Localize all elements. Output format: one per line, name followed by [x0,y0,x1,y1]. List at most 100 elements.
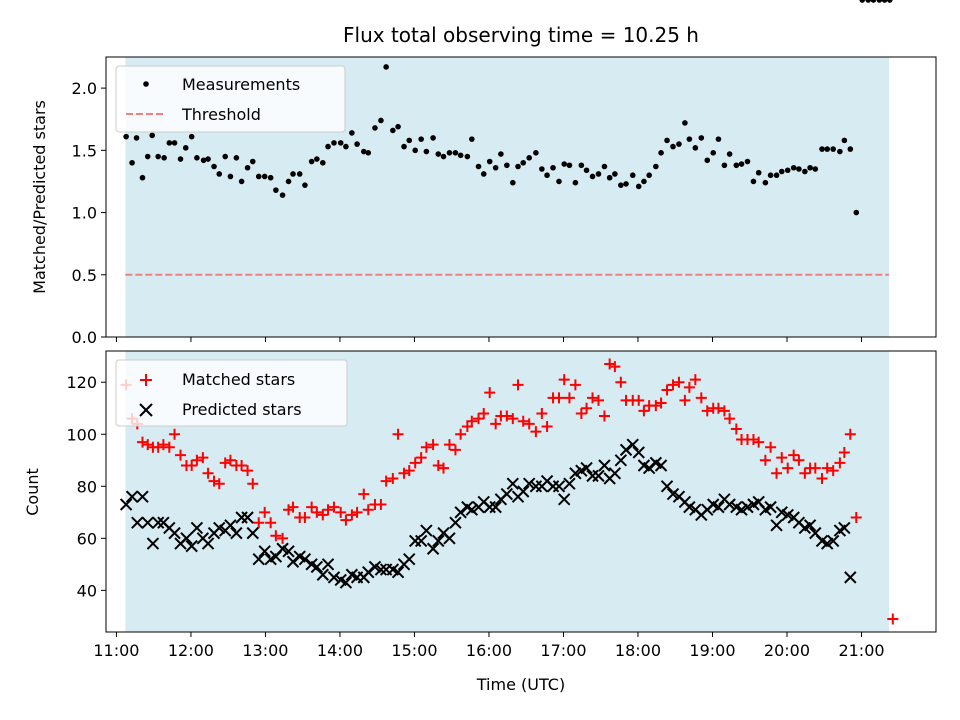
matched-star-point [317,509,329,521]
measurement-point [378,117,384,124]
measurement-point [750,178,757,185]
counts-x-ticks: 11:00 12:00 13:00 14:00 15:00 16:00 17:00 18:00… [93,632,885,660]
predicted-star-point [252,552,265,566]
measurement-point [149,132,155,139]
matched-star-point [598,410,610,422]
measurement-point [182,145,189,151]
measurement-point [802,168,808,175]
predicted-star-point [125,490,139,503]
measurement-point [606,174,613,181]
measurement-point [641,178,647,185]
measurement-point [308,158,315,165]
measurement-point [612,171,618,177]
matched-star-point [438,462,450,474]
legend-predicted-marker [139,403,153,417]
matched-star-point [553,392,565,404]
predicted-star-point [506,477,520,490]
matched-star-point [679,394,691,406]
matched-star-point [615,376,627,388]
measurement-point [211,163,217,170]
matched-star-point [213,478,225,490]
y-tick-label: 1.5 [72,141,97,160]
matched-star-point [358,488,370,500]
measurement-point [139,174,146,181]
matched-star-point [197,452,209,464]
matched-star-point [793,454,805,466]
predicted-star-point [770,519,783,532]
measurement-point [566,162,573,169]
counts-panel: 40 60 80 100 120 11:00 12:00 13:00 14:00 15:00 16… [23,351,937,694]
matched-star-point [507,413,519,425]
matched-star-point [157,439,169,451]
predicted-star-point [826,534,840,548]
predicted-star-point [374,563,388,576]
matched-star-point [747,433,759,445]
measurement-point [744,158,751,165]
predicted-star-point [632,446,645,459]
y-tick-label: 60 [77,529,97,548]
predicted-star-point [660,480,674,493]
predicted-star-point [449,516,462,529]
measurement-point [715,136,722,142]
matched-star-point [415,452,427,464]
measurement-point [738,161,745,167]
measurement-point [446,150,453,156]
measurement-point [807,164,813,171]
matched-star-point [827,465,839,477]
predicted-star-point [426,542,440,555]
measurement-point [244,164,251,171]
measurement-point [194,155,200,161]
matched-star-point [484,387,496,399]
measurement-point [161,155,167,161]
measurement-point [623,181,629,187]
matched-star-point [655,397,667,409]
measurement-point [887,0,893,3]
predicted-star-point [723,498,736,511]
matched-star-point [523,418,535,430]
measurement-point [837,148,843,155]
measurement-point [824,146,831,152]
predicted-star-point [119,498,133,511]
predicted-star-point [592,469,605,483]
measurement-point [870,0,877,3]
matched-star-point [689,374,701,386]
measurement-point [155,153,161,160]
matched-star-point [759,454,771,466]
matched-star-point [563,392,575,404]
measurement-point [498,151,504,157]
measurement-point [418,136,424,142]
measurement-point [841,137,848,144]
predicted-star-point [146,537,160,550]
measurement-point [129,159,135,166]
measurement-point [670,143,676,150]
measurement-point [865,0,871,3]
x-tick-label: 16:00 [466,641,512,660]
measurement-point [469,136,475,142]
matched-star-point [328,501,340,513]
matched-star-point [270,530,282,542]
matched-star-point [224,454,236,466]
matched-star-point [236,459,248,471]
measurement-point [504,162,510,169]
matched-star-point [592,394,604,406]
measurement-point [726,151,733,157]
y-tick-label: 1.0 [72,204,97,223]
matched-star-point [633,394,645,406]
ratio-axes-frame [105,56,937,338]
matched-star-point [765,441,777,453]
x-tick-label: 19:00 [689,641,735,660]
matched-star-point [782,462,794,474]
measurement-point [423,148,430,155]
measurement-point [475,163,482,170]
predicted-star-point [201,537,215,550]
matched-star-point [776,452,788,464]
measurement-point [778,168,785,175]
matched-star-point [208,475,220,487]
predicted-star-point [522,477,536,490]
measurement-point [171,140,178,146]
measurement-point [395,123,401,130]
measurement-point [314,156,320,162]
predicted-star-point [391,565,405,579]
measurement-point [755,169,762,176]
predicted-star-point [168,526,181,540]
